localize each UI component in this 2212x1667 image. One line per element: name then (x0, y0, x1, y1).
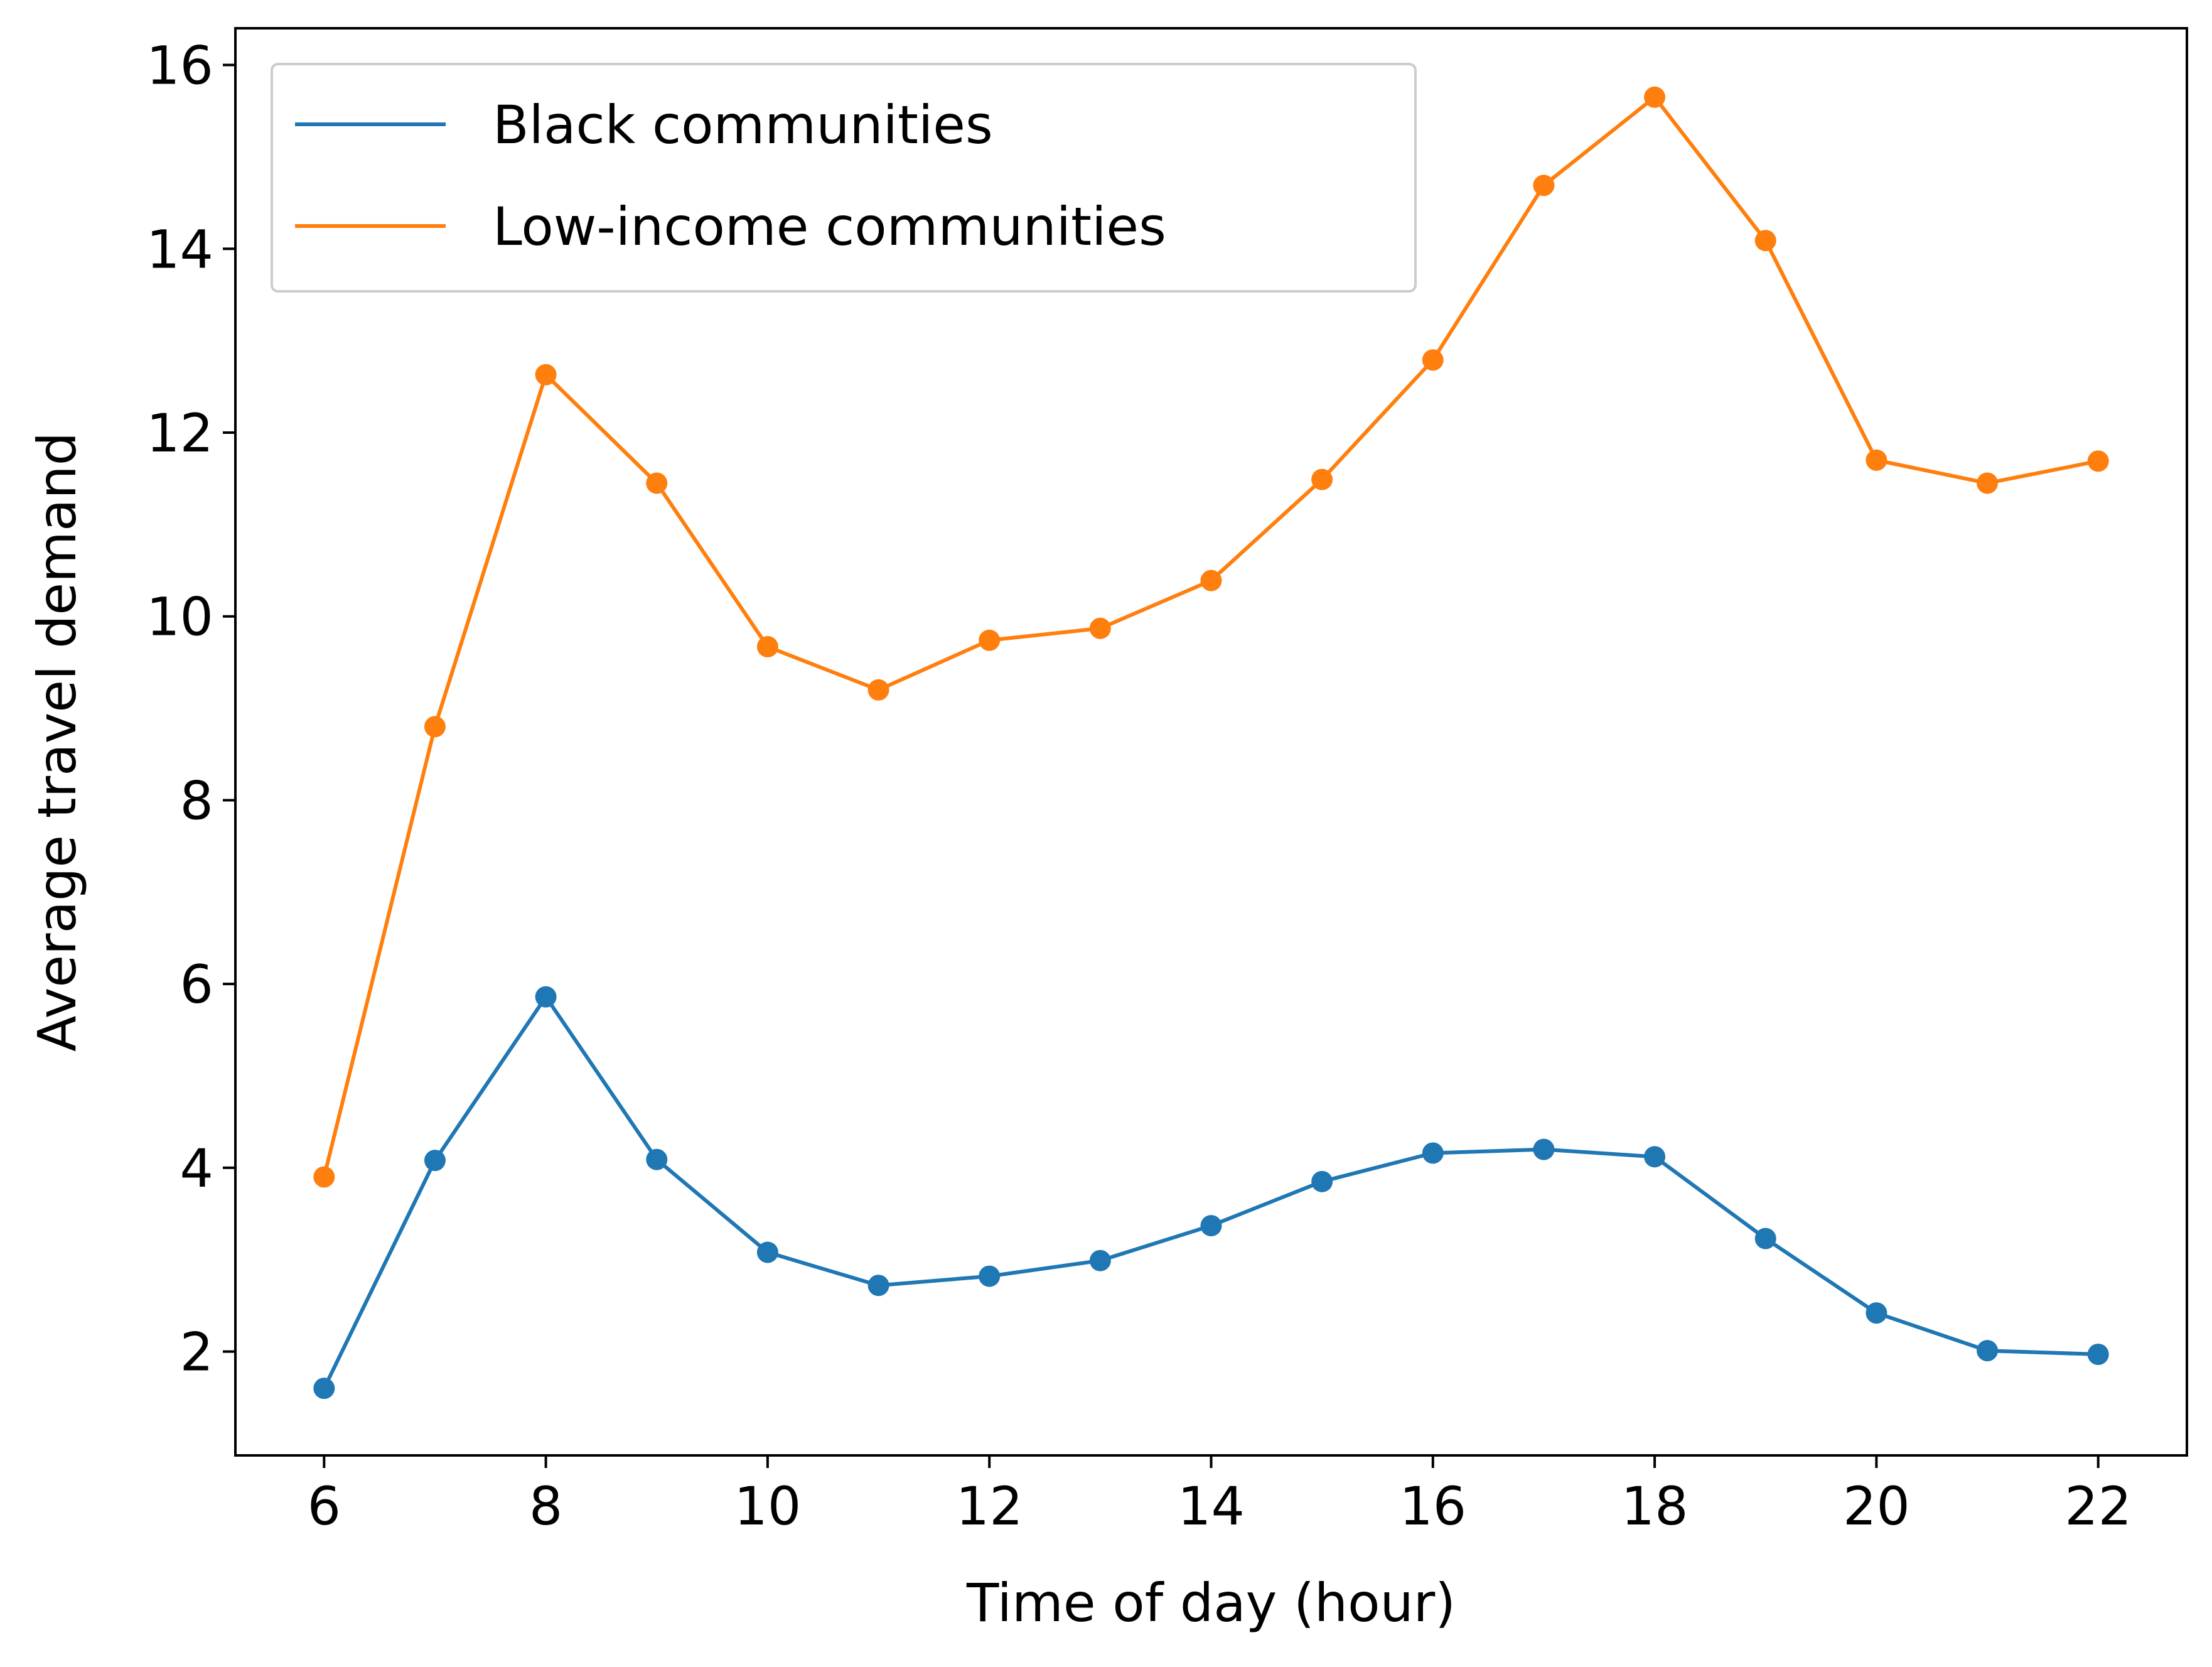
y-tick-label: 2 (180, 1322, 213, 1383)
data-point-black-communities (1089, 1249, 1111, 1271)
data-point-low-income-communities (867, 679, 889, 701)
data-point-black-communities (313, 1378, 335, 1400)
data-point-black-communities (2087, 1344, 2109, 1366)
y-tick-label: 16 (146, 35, 213, 97)
data-point-black-communities (1754, 1227, 1776, 1249)
data-point-black-communities (1644, 1146, 1666, 1168)
y-tick-label: 6 (180, 954, 213, 1015)
data-point-low-income-communities (646, 472, 668, 494)
x-tick-label: 14 (1178, 1475, 1245, 1537)
y-tick-label: 4 (180, 1138, 213, 1199)
data-point-black-communities (1977, 1340, 1999, 1362)
data-point-low-income-communities (424, 716, 446, 738)
legend-label-low-income-communities: Low-income communities (493, 196, 1166, 257)
x-tick-label: 16 (1399, 1475, 1466, 1537)
data-point-black-communities (1866, 1302, 1887, 1324)
legend: Black communities Low-income communities (271, 63, 1417, 293)
y-tick-label: 12 (146, 402, 213, 464)
y-tick-label: 8 (180, 770, 213, 831)
data-point-black-communities (756, 1241, 778, 1263)
data-point-low-income-communities (1200, 569, 1222, 591)
x-axis-title: Time of day (hour) (966, 1572, 1456, 1634)
x-tick-label: 12 (956, 1475, 1023, 1537)
data-point-low-income-communities (1866, 449, 1887, 471)
data-point-low-income-communities (1089, 617, 1111, 639)
data-point-low-income-communities (1977, 472, 1999, 494)
x-tick-label: 6 (308, 1475, 341, 1537)
x-tick-label: 10 (734, 1475, 801, 1537)
data-point-low-income-communities (1422, 349, 1444, 371)
data-point-black-communities (1533, 1138, 1555, 1160)
data-point-black-communities (535, 986, 557, 1008)
data-point-black-communities (979, 1265, 1001, 1287)
data-point-low-income-communities (1533, 175, 1555, 197)
data-point-black-communities (1200, 1215, 1222, 1237)
data-point-low-income-communities (1754, 230, 1776, 252)
data-point-black-communities (424, 1150, 446, 1172)
data-point-low-income-communities (313, 1166, 335, 1188)
data-point-low-income-communities (756, 636, 778, 658)
y-tick-label: 10 (146, 586, 213, 648)
plot-marks (313, 86, 2109, 1400)
x-tick-label: 8 (529, 1475, 562, 1537)
legend-box (271, 63, 1417, 293)
data-point-low-income-communities (535, 364, 557, 386)
data-point-black-communities (1422, 1142, 1444, 1164)
data-point-black-communities (1311, 1170, 1333, 1192)
y-tick-label: 14 (146, 218, 213, 280)
x-tick-label: 18 (1621, 1475, 1689, 1537)
data-point-low-income-communities (1311, 468, 1333, 490)
data-point-black-communities (646, 1148, 668, 1170)
y-axis-title: Average travel demand (26, 432, 88, 1052)
data-point-low-income-communities (2087, 450, 2109, 472)
x-tick-label: 20 (1843, 1475, 1910, 1537)
data-point-low-income-communities (979, 629, 1001, 651)
data-point-low-income-communities (1644, 86, 1666, 108)
x-tick-label: 22 (2064, 1475, 2132, 1537)
data-point-black-communities (867, 1275, 889, 1297)
legend-label-black-communities: Black communities (493, 94, 993, 156)
